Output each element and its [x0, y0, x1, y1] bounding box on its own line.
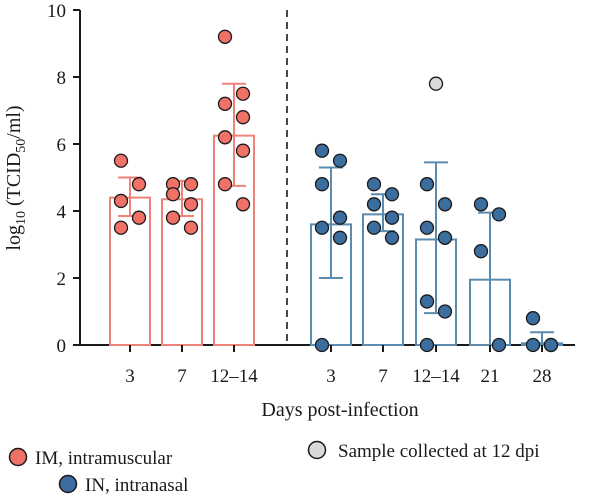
data-point-in [473, 197, 489, 212]
x-tick-label: 12–14 [210, 366, 258, 387]
data-point-im [183, 177, 199, 192]
y-tick-label: 0 [57, 336, 67, 357]
data-point-in [543, 337, 559, 353]
data-point-in [525, 337, 541, 353]
legend-im-marker [8, 447, 28, 467]
data-point-im [235, 86, 251, 101]
data-point-in [437, 197, 453, 212]
data-point-in [314, 177, 330, 192]
data-point-in [491, 337, 507, 353]
y-tick-label: 10 [47, 1, 66, 22]
x-ticks: 3 7 12–14 3 7 12–14 21 28 [125, 345, 552, 387]
data-point-im [217, 130, 233, 145]
legend-special-label: Sample collected at 12 dpi [338, 441, 540, 462]
data-point-im [217, 177, 233, 192]
data-point-im [131, 177, 147, 192]
data-points [113, 29, 559, 353]
data-point-im [235, 197, 251, 212]
data-point-in [366, 177, 382, 192]
data-point-in [473, 244, 489, 259]
data-point-im [235, 143, 251, 158]
data-point-in [419, 294, 435, 309]
data-point-in [384, 210, 400, 225]
data-point-im [113, 220, 129, 235]
data-point-in [332, 210, 348, 225]
axes [79, 10, 575, 346]
data-point-im [235, 110, 251, 125]
x-axis-title: Days post-infection [261, 399, 418, 421]
x-tick-label: 21 [481, 366, 500, 387]
data-point-in [366, 197, 382, 212]
x-tick-label: 3 [326, 366, 336, 387]
data-point-im [113, 153, 129, 168]
data-point-im [183, 220, 199, 235]
y-ticks: 0 2 4 6 8 10 [47, 1, 80, 357]
x-tick-label: 28 [533, 366, 552, 387]
legend-im-label: IM, intramuscular [35, 448, 173, 469]
data-point-in [419, 337, 435, 353]
data-point-im [131, 210, 147, 225]
x-tick-label: 7 [177, 366, 187, 387]
data-point-in [384, 230, 400, 245]
data-point-in [437, 230, 453, 245]
data-point-special [428, 76, 444, 91]
data-point-im [113, 193, 129, 209]
data-point-in [384, 187, 400, 202]
data-point-im [217, 96, 233, 111]
data-point-in [366, 220, 382, 235]
legend-in-marker [58, 474, 78, 494]
data-point-im [165, 187, 181, 202]
data-point-in [332, 230, 348, 245]
legend: IM, intramuscular Sample collected at 12… [8, 440, 540, 496]
y-axis-title: log10 (TCID50/ml) [3, 105, 29, 250]
y-tick-label: 8 [57, 68, 67, 89]
data-point-in [314, 220, 330, 235]
data-point-in [332, 153, 348, 168]
data-point-im [217, 29, 233, 44]
legend-special-marker [307, 440, 327, 460]
data-point-in [314, 143, 330, 158]
data-point-in [437, 304, 453, 319]
data-point-im [183, 197, 199, 212]
data-point-im [165, 210, 181, 225]
x-tick-label: 12–14 [412, 366, 460, 387]
data-point-in [491, 207, 507, 222]
y-tick-label: 4 [57, 202, 67, 223]
y-tick-label: 2 [57, 269, 67, 290]
data-point-in [525, 311, 541, 326]
data-point-in [419, 220, 435, 235]
x-tick-label: 7 [378, 366, 388, 387]
data-point-in [314, 337, 330, 353]
legend-in-label: IN, intranasal [85, 475, 188, 496]
x-tick-label: 3 [125, 366, 135, 387]
y-tick-label: 6 [57, 135, 67, 156]
data-point-in [419, 177, 435, 192]
